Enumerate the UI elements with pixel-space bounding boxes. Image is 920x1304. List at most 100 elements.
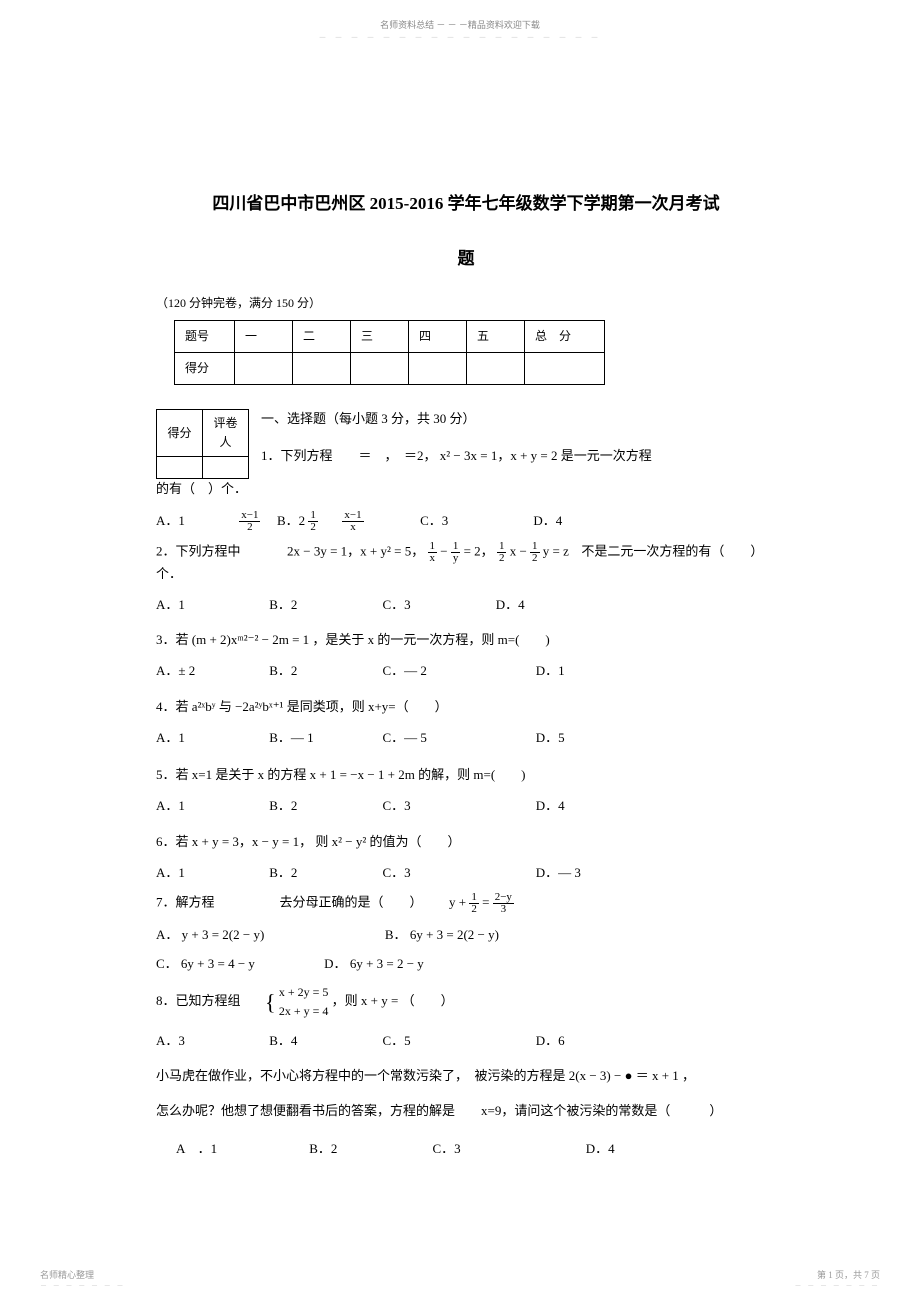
frac-icon: 12 bbox=[497, 541, 507, 564]
cell: 三 bbox=[351, 320, 409, 352]
footer-left-dots: － － － － － － － bbox=[40, 1281, 126, 1292]
opt-a: A．1 bbox=[156, 728, 266, 749]
frac-icon: 12 bbox=[308, 510, 318, 533]
cell: 评卷人 bbox=[203, 409, 249, 456]
q9-line1-b: ， bbox=[682, 1068, 695, 1083]
opt-b: B．2 bbox=[269, 595, 379, 616]
header-dots: － － － － － － － － － － － － － － － － － － bbox=[0, 32, 920, 45]
q1-text-b: 是一元一次方程 bbox=[561, 448, 652, 463]
q5-options: A．1 B．2 C．3 D．4 bbox=[156, 796, 776, 817]
q6-mid: 则 bbox=[315, 834, 328, 849]
opt-c-pre: C． bbox=[156, 956, 178, 971]
cell bbox=[235, 352, 293, 384]
q9-eq: 2(x − 3) − ● ＝ x + 1 bbox=[569, 1068, 679, 1083]
q6-options: A．1 B．2 C．3 D．— 3 bbox=[156, 863, 776, 884]
question-8: 8．已知方程组 { x + 2y = 5 2x + y = 4 ，则 x + y… bbox=[156, 983, 776, 1021]
q6-text-a: 6．若 bbox=[156, 834, 189, 849]
q6-eq1: x + y = 3，x − y = 1， bbox=[192, 834, 312, 849]
q8-text-a: 8．已知方程组 bbox=[156, 993, 241, 1008]
opt-d: D．6 bbox=[536, 1031, 646, 1052]
opt-c: C．— 5 bbox=[383, 728, 533, 749]
q1-options: A．1 x−12 B．2 12 x−1x C．3 D．4 bbox=[156, 510, 776, 533]
q5-text-b: 的解，则 m=( ) bbox=[418, 767, 525, 782]
cell bbox=[525, 352, 605, 384]
q5-text-a: 5．若 x=1 是关于 x 的方程 bbox=[156, 767, 306, 782]
q3-eq: (m + 2)xᵐ²⁻² − 2m = 1 bbox=[192, 632, 309, 647]
opt-a: A．1 bbox=[156, 511, 236, 532]
grader-table: 得分 评卷人 bbox=[156, 409, 249, 479]
cell: 二 bbox=[293, 320, 351, 352]
q1-continue: 的有（ ）个． bbox=[156, 479, 776, 500]
q7-src-eq: y + bbox=[449, 895, 469, 910]
opt-c: C．— 2 bbox=[383, 661, 533, 682]
opt-b: B．2 bbox=[269, 796, 379, 817]
minus: − bbox=[440, 544, 451, 559]
frac-icon: 12 bbox=[530, 541, 540, 564]
cell bbox=[351, 352, 409, 384]
cell: 五 bbox=[467, 320, 525, 352]
footer-right-dots: － － － － － － － bbox=[795, 1281, 881, 1292]
opt-a: A．3 bbox=[156, 1031, 266, 1052]
table-row bbox=[157, 457, 249, 479]
q4-mid: 与 bbox=[219, 699, 232, 714]
opt-b: 6y + 3 = 2(2 − y) bbox=[410, 927, 499, 942]
cell bbox=[157, 457, 203, 479]
q8-text-b: ，则 bbox=[332, 993, 358, 1008]
opt-b: B．2 bbox=[277, 511, 305, 532]
frac-icon: 2−y3 bbox=[493, 892, 514, 915]
opt-d: 6y + 3 = 2 − y bbox=[350, 956, 424, 971]
opt-c: 6y + 3 = 4 − y bbox=[181, 954, 321, 975]
question-6: 6．若 x + y = 3，x − y = 1， 则 x² − y² 的值为（ … bbox=[156, 832, 776, 853]
q3-options: A．± 2 B．2 C．— 2 D．1 bbox=[156, 661, 776, 682]
opt-c: C．3 bbox=[383, 796, 533, 817]
q9-options: A ．1 B．2 C．3 D．4 bbox=[156, 1139, 776, 1160]
q8-eq-top: x + 2y = 5 bbox=[279, 983, 329, 1002]
q2-text: 2．下列方程中 bbox=[156, 544, 241, 559]
opt-a: A．1 bbox=[156, 595, 266, 616]
q2-options: A．1 B．2 C．3 D．4 bbox=[156, 595, 776, 616]
q4-text-b: 是同类项，则 x+y=（ ） bbox=[287, 699, 448, 714]
opt-c: C．3 bbox=[420, 511, 530, 532]
cell bbox=[467, 352, 525, 384]
exam-title: 四川省巴中市巴州区 2015-2016 学年七年级数学下学期第一次月考试 bbox=[156, 190, 776, 217]
opt-b: B．2 bbox=[269, 863, 379, 884]
opt-a: A．1 bbox=[156, 796, 266, 817]
opt-c: C．3 bbox=[383, 595, 493, 616]
score-summary-table: 题号 一 二 三 四 五 总 分 得分 bbox=[174, 320, 605, 385]
table-row: 得分 评卷人 bbox=[157, 409, 249, 456]
eq: = bbox=[482, 895, 493, 910]
question-9-line1: 小马虎在做作业，不小心将方程中的一个常数污染了， 被污染的方程是 2(x − 3… bbox=[156, 1066, 776, 1087]
cell: 题号 bbox=[175, 320, 235, 352]
opt-d: D．4 bbox=[496, 595, 606, 616]
q8-options: A．3 B．4 C．5 D．6 bbox=[156, 1031, 776, 1052]
q4-eq2: −2a²ʸbˣ⁺¹ bbox=[235, 699, 283, 714]
question-5: 5．若 x=1 是关于 x 的方程 x + 1 = −x − 1 + 2m 的解… bbox=[156, 765, 776, 786]
opt-a: A．± 2 bbox=[156, 661, 266, 682]
time-score-info: （120 分钟完卷，满分 150 分） bbox=[156, 294, 776, 313]
table-row: 题号 一 二 三 四 五 总 分 bbox=[175, 320, 605, 352]
table-row: 得分 bbox=[175, 352, 605, 384]
opt-b-pre: B． bbox=[385, 927, 407, 942]
cell: 总 分 bbox=[525, 320, 605, 352]
q7-options-row1: A． y + 3 = 2(2 − y) B． 6y + 3 = 2(2 − y) bbox=[156, 925, 776, 946]
frac-icon: 1x bbox=[428, 541, 438, 564]
q8-eq-bot: 2x + y = 4 bbox=[279, 1002, 329, 1021]
question-2: 2．下列方程中 2x − 3y = 1，x + y² = 5， 1x − 1y … bbox=[156, 541, 776, 585]
opt-b: B．2 bbox=[309, 1139, 429, 1160]
header-note: 名师资料总结 － － －精品资料欢迎下载 bbox=[0, 18, 920, 32]
cell bbox=[293, 352, 351, 384]
opt-a: A ．1 bbox=[176, 1139, 306, 1160]
eq-text: x − bbox=[510, 544, 530, 559]
q9-line1-a: 小马虎在做作业，不小心将方程中的一个常数污染了， 被污染的方程是 bbox=[156, 1068, 566, 1083]
frac-icon: x−12 bbox=[239, 510, 260, 533]
opt-d: D．1 bbox=[536, 661, 646, 682]
cell: 得分 bbox=[175, 352, 235, 384]
q7-text: 7．解方程 去分母正确的是（ ） bbox=[156, 895, 423, 910]
opt-d-pre: D． bbox=[324, 956, 346, 971]
q8-eq-r: x + y = bbox=[361, 993, 398, 1008]
opt-b: B．2 bbox=[269, 661, 379, 682]
q4-text-a: 4．若 bbox=[156, 699, 189, 714]
frac-icon: x−1x bbox=[342, 510, 363, 533]
opt-b: B．4 bbox=[269, 1031, 379, 1052]
opt-d: D．4 bbox=[586, 1139, 696, 1160]
